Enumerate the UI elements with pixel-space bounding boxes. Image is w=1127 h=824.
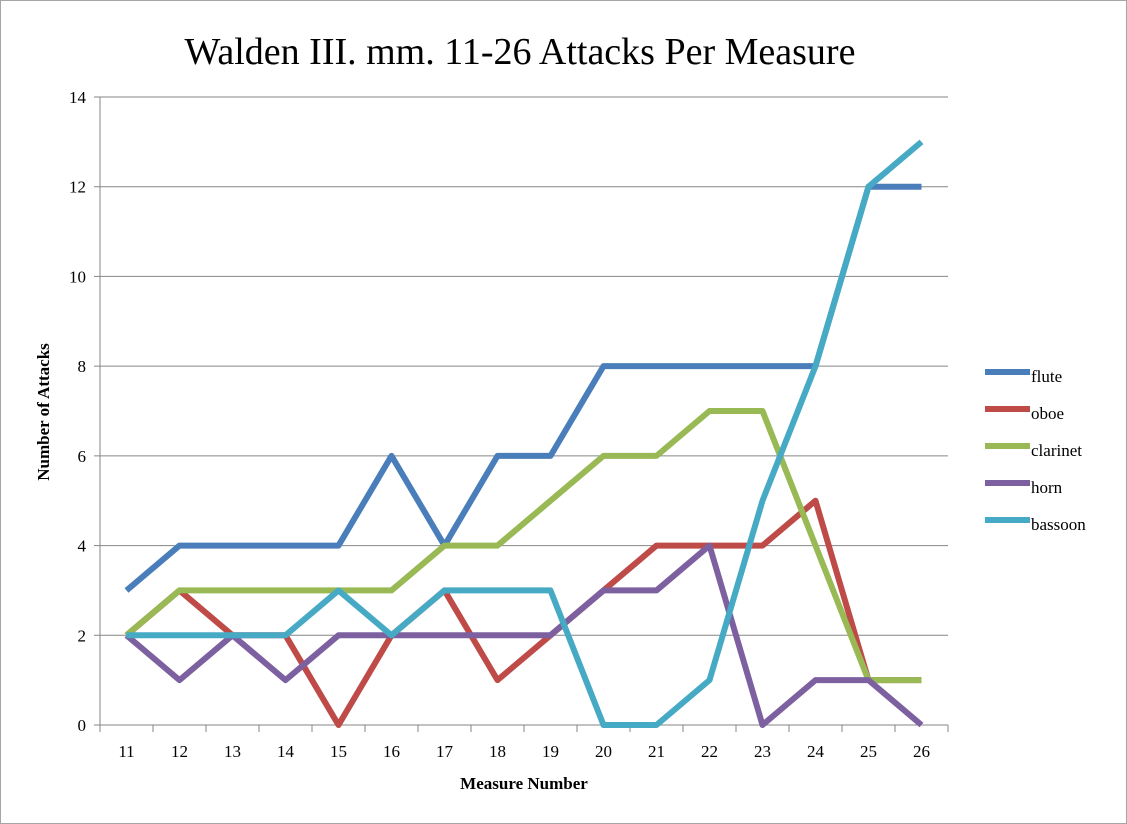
x-axis-ticks: 11 12 13 14 15 16 17 18 19 20 21 22 23 24 25 26	[99, 725, 949, 761]
y-tick-label: 0	[78, 716, 87, 735]
x-tick-label: 12	[171, 742, 188, 761]
x-axis-title: Measure Number	[460, 774, 588, 793]
y-axis-title: Number of Attacks	[34, 343, 53, 481]
y-tick-label: 12	[69, 178, 86, 197]
series-line-clarinet	[124, 408, 922, 684]
legend-label-oboe: oboe	[1031, 404, 1064, 423]
x-tick-label: 22	[701, 742, 718, 761]
x-tick-label: 19	[542, 742, 559, 761]
series-line-bassoon	[126, 139, 924, 728]
chart-title: Walden III. mm. 11-26 Attacks Per Measur…	[185, 31, 856, 73]
y-tick-label: 10	[69, 267, 86, 286]
y-axis-ticks: 0 2 4 6 8 10 12 14	[69, 88, 100, 735]
y-tick-label: 8	[78, 357, 87, 376]
x-tick-label: 14	[277, 742, 295, 761]
x-tick-label: 15	[330, 742, 347, 761]
y-tick-label: 6	[78, 447, 87, 466]
series-line-horn	[124, 542, 924, 728]
legend: flute oboe clarinet horn bassoon	[985, 367, 1086, 534]
y-tick-label: 14	[69, 88, 87, 107]
series-line-flute	[124, 183, 922, 593]
x-tick-label: 11	[118, 742, 134, 761]
x-tick-label: 18	[489, 742, 506, 761]
series-lines	[124, 139, 924, 728]
legend-label-horn: horn	[1031, 478, 1063, 497]
legend-label-flute: flute	[1031, 367, 1062, 386]
x-tick-label: 16	[383, 742, 400, 761]
x-tick-label: 17	[436, 742, 454, 761]
x-tick-label: 25	[860, 742, 877, 761]
x-tick-label: 21	[648, 742, 665, 761]
x-tick-label: 26	[913, 742, 930, 761]
x-tick-label: 13	[224, 742, 241, 761]
x-tick-label: 20	[595, 742, 612, 761]
x-tick-label: 23	[754, 742, 771, 761]
x-tick-label: 24	[807, 742, 825, 761]
y-tick-label: 4	[78, 537, 87, 556]
legend-label-bassoon: bassoon	[1031, 515, 1086, 534]
y-tick-label: 2	[78, 626, 87, 645]
legend-label-clarinet: clarinet	[1031, 441, 1082, 460]
